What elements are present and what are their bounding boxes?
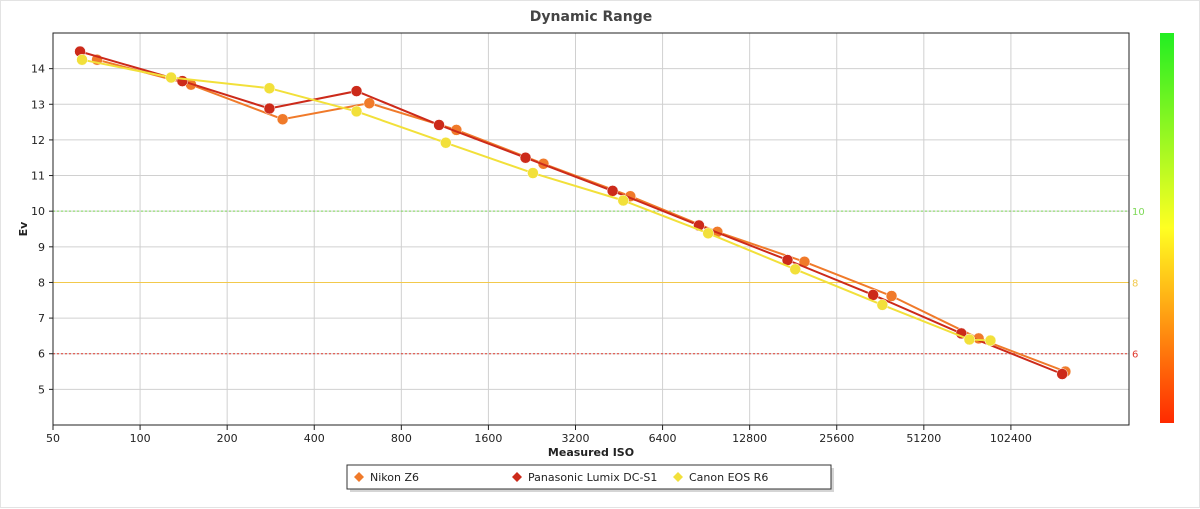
data-point[interactable] bbox=[165, 71, 177, 84]
data-point[interactable] bbox=[1056, 368, 1068, 380]
series-line bbox=[79, 50, 1063, 375]
data-point[interactable] bbox=[963, 333, 976, 346]
data-point[interactable] bbox=[363, 97, 376, 109]
data-point[interactable] bbox=[433, 119, 445, 131]
y-tick-label: 11 bbox=[31, 170, 45, 183]
legend-item-0[interactable]: Nikon Z6 bbox=[354, 471, 419, 484]
data-point[interactable] bbox=[263, 82, 276, 94]
x-tick-label: 50 bbox=[46, 432, 60, 445]
reference-label-8: 8 bbox=[1132, 278, 1138, 289]
data-point[interactable] bbox=[76, 53, 88, 66]
data-point[interactable] bbox=[176, 75, 189, 87]
x-tick-label: 6400 bbox=[649, 432, 677, 445]
x-tick-label: 1600 bbox=[474, 432, 502, 445]
legend-marker bbox=[354, 472, 364, 482]
legend-item-2[interactable]: Canon EOS R6 bbox=[673, 471, 768, 484]
color-scale-bar bbox=[1160, 33, 1174, 423]
reference-label-10: 10 bbox=[1132, 207, 1145, 218]
data-point[interactable] bbox=[885, 290, 898, 302]
y-tick-label: 8 bbox=[38, 276, 45, 289]
x-tick-label: 102400 bbox=[990, 432, 1032, 445]
data-point[interactable] bbox=[440, 137, 452, 149]
reference-label-6: 6 bbox=[1132, 350, 1138, 361]
data-point[interactable] bbox=[876, 299, 889, 311]
data-point[interactable] bbox=[276, 113, 289, 125]
x-tick-label: 3200 bbox=[561, 432, 589, 445]
legend-label: Nikon Z6 bbox=[370, 471, 419, 484]
chart-title: Dynamic Range bbox=[530, 9, 652, 25]
plot-area-frame bbox=[52, 32, 1130, 426]
y-tick-label: 10 bbox=[31, 205, 45, 218]
x-tick-label: 400 bbox=[304, 432, 325, 445]
legend-marker bbox=[512, 472, 522, 482]
y-axis-label: Ev bbox=[17, 221, 30, 237]
reference-lines: 10 8 6 bbox=[53, 207, 1145, 361]
series-layer bbox=[74, 45, 1072, 380]
y-tick-label: 9 bbox=[38, 241, 45, 254]
series-2 bbox=[76, 53, 997, 347]
data-point[interactable] bbox=[350, 85, 363, 97]
x-axis-ticks: 50 100 200 400 800 1600 3200 6400 12800 25600 5120… bbox=[46, 425, 1032, 445]
y-tick-label: 6 bbox=[38, 348, 45, 361]
legend-label: Panasonic Lumix DC-S1 bbox=[528, 471, 657, 484]
x-tick-label: 200 bbox=[217, 432, 238, 445]
y-tick-label: 13 bbox=[31, 98, 45, 111]
y-tick-label: 12 bbox=[31, 134, 45, 147]
series-1 bbox=[74, 45, 1068, 380]
y-tick-label: 7 bbox=[38, 312, 45, 325]
data-point[interactable] bbox=[984, 334, 997, 347]
series-line bbox=[96, 58, 1066, 373]
y-tick-label: 14 bbox=[31, 63, 45, 76]
series-line bbox=[81, 58, 991, 342]
legend: Nikon Z6 Panasonic Lumix DC-S1 Canon EOS R… bbox=[346, 464, 834, 492]
x-tick-label: 12800 bbox=[732, 432, 767, 445]
legend-item-1[interactable]: Panasonic Lumix DC-S1 bbox=[512, 471, 657, 484]
legend-marker bbox=[673, 472, 683, 482]
data-point[interactable] bbox=[519, 151, 532, 164]
data-point[interactable] bbox=[606, 185, 619, 197]
y-tick-label: 5 bbox=[38, 383, 45, 396]
data-point[interactable] bbox=[617, 194, 630, 207]
data-point[interactable] bbox=[263, 102, 276, 115]
data-point[interactable] bbox=[702, 227, 714, 240]
data-point[interactable] bbox=[350, 105, 363, 118]
data-point[interactable] bbox=[789, 263, 802, 276]
y-axis-ticks: 5 6 7 8 9 10 11 12 13 14 bbox=[31, 63, 53, 396]
x-axis-label: Measured ISO bbox=[548, 446, 634, 459]
x-tick-label: 25600 bbox=[819, 432, 854, 445]
x-tick-label: 800 bbox=[391, 432, 412, 445]
data-point[interactable] bbox=[527, 167, 539, 179]
x-tick-label: 100 bbox=[130, 432, 151, 445]
x-tick-label: 51200 bbox=[906, 432, 941, 445]
legend-box bbox=[346, 464, 832, 490]
legend-label: Canon EOS R6 bbox=[689, 471, 768, 484]
